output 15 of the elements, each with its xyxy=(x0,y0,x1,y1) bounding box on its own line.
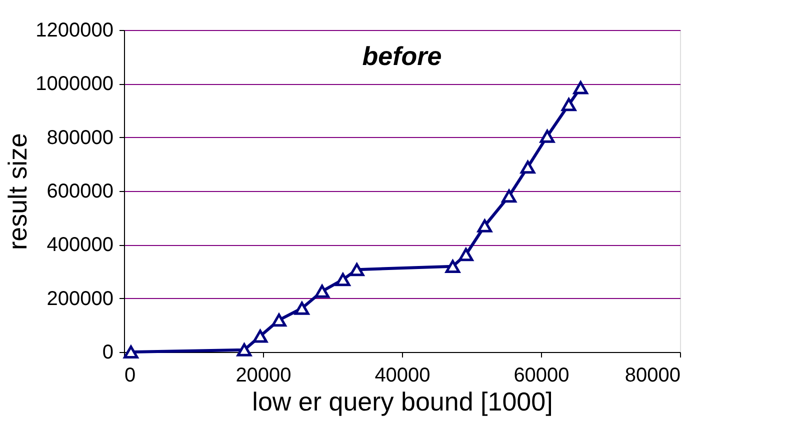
x-tick-label: 0 xyxy=(124,364,136,386)
y-axis-title: result size xyxy=(2,132,33,250)
y-tick-label: 600000 xyxy=(46,180,114,202)
x-tick-label: 60000 xyxy=(514,364,570,386)
x-axis-title: low er query bound [1000] xyxy=(252,386,553,416)
y-tick-label: 200000 xyxy=(46,288,114,310)
chart-title: before xyxy=(362,41,442,71)
x-tick-label: 40000 xyxy=(374,364,430,386)
y-tick-label: 0 xyxy=(102,342,114,364)
y-tick-label: 1000000 xyxy=(36,73,114,96)
y-tick-label: 1200000 xyxy=(36,20,114,42)
x-tick-label: 20000 xyxy=(236,364,292,386)
x-tick-label: 80000 xyxy=(624,364,680,386)
y-tick-label: 400000 xyxy=(46,234,114,256)
y-tick-label: 800000 xyxy=(46,126,114,149)
